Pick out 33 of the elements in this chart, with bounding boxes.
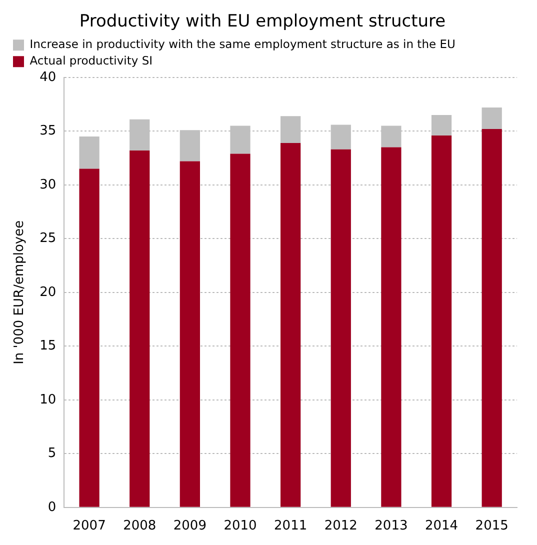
legend-label: Increase in productivity with the same employment structure as in the EU bbox=[30, 37, 456, 52]
x-tick-label: 2015 bbox=[475, 518, 508, 534]
bar bbox=[130, 150, 150, 507]
y-tick-label: 30 bbox=[40, 177, 56, 192]
y-tick-label: 5 bbox=[48, 446, 56, 462]
bar bbox=[230, 154, 250, 507]
y-tick-label: 35 bbox=[40, 124, 56, 139]
x-tick-label: 2009 bbox=[173, 518, 206, 534]
bar bbox=[79, 168, 100, 507]
bar bbox=[482, 129, 502, 507]
bar bbox=[79, 136, 100, 169]
y-tick-label: 0 bbox=[48, 500, 56, 515]
x-tick-label: 2012 bbox=[324, 518, 358, 534]
x-tick-label: 2011 bbox=[274, 518, 308, 534]
x-tick-label: 2007 bbox=[72, 518, 106, 534]
x-tick-label: 2010 bbox=[224, 518, 257, 534]
y-tick-label: 10 bbox=[40, 392, 56, 408]
y-tick-label: 20 bbox=[40, 284, 56, 300]
bar bbox=[381, 147, 402, 507]
bar bbox=[482, 108, 502, 129]
x-tick-label: 2014 bbox=[424, 518, 458, 534]
bar bbox=[280, 142, 301, 507]
x-tick-label: 2013 bbox=[374, 518, 408, 534]
legend-label: Actual productivity SI bbox=[30, 54, 153, 68]
y-axis-title: In '000 EUR/employee bbox=[12, 220, 28, 364]
bar bbox=[330, 149, 351, 507]
y-tick-label: 40 bbox=[40, 70, 56, 85]
chart-title: Productivity with EU employment structure bbox=[79, 12, 446, 32]
x-tick-label: 2008 bbox=[123, 518, 156, 534]
bar bbox=[180, 161, 200, 507]
y-tick-label: 15 bbox=[40, 338, 56, 354]
bar bbox=[431, 135, 452, 507]
y-tick-label: 25 bbox=[40, 231, 56, 246]
